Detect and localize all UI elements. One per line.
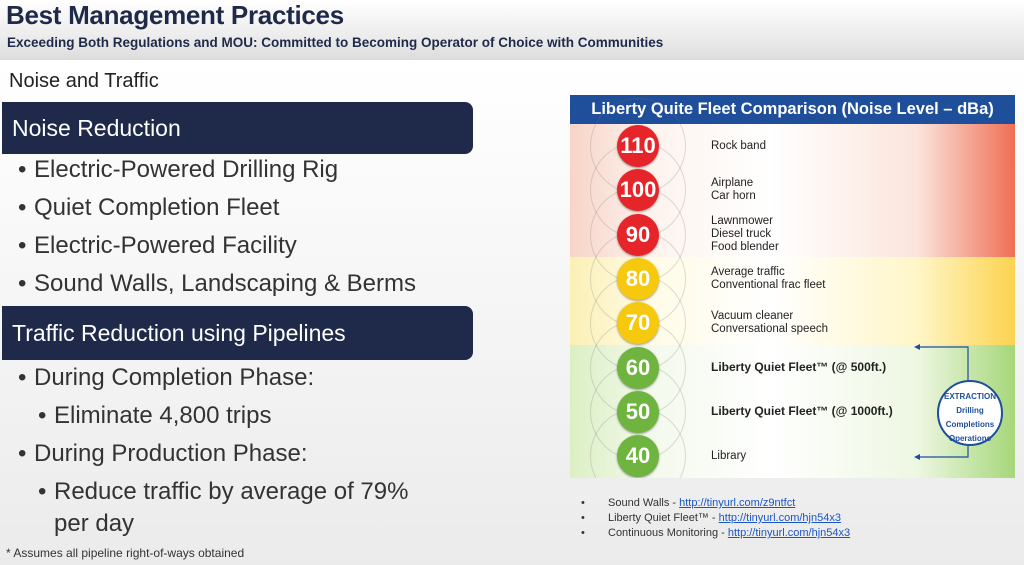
level-40-description: Library [711,450,746,463]
reference-item: • Liberty Quiet Fleet™ - http://tinyurl.c… [581,512,850,527]
level-description-line: Rock band [711,139,766,152]
extraction-logo: EXTRACTION Drilling Completions Operatio… [937,380,1003,446]
level-100-badge: 100 [617,169,659,212]
reference-label: Liberty Quiet Fleet™ - [608,512,719,524]
traffic-reduction-heading: Traffic Reduction using Pipelines [2,306,473,360]
level-80-description: Average traffic Conventional frac fleet [711,266,825,292]
noise-bullet-text: Quiet Completion Fleet [34,194,280,221]
level-60-badge: 60 [617,346,659,389]
reference-item: • Continuous Monitoring - http://tinyurl.… [581,527,850,542]
reference-bullet: • [581,497,585,509]
traffic-bullet: • During Production Phase: [18,440,308,467]
logo-line-operations: Operations [948,434,992,443]
noise-bullet-text: Electric-Powered Facility [34,232,297,259]
noise-reduction-heading: Noise Reduction [2,102,473,154]
level-70-description: Vacuum cleaner Conversational speech [711,310,828,336]
level-description-line: Liberty Quiet Fleet™ (@ 500ft.) [711,360,887,374]
level-110-badge: 110 [617,125,659,167]
traffic-bullet: • During Completion Phase: [18,364,315,391]
traffic-sub-bullet: • Reduce traffic by average of 79% [38,478,409,505]
reference-label: Continuous Monitoring - [608,527,728,539]
level-description-line: Food blender [711,241,779,254]
slide-subtitle: Exceeding Both Regulations and MOU: Comm… [7,35,664,50]
level-description-line: Car horn [711,190,756,203]
level-80-badge: 80 [617,257,659,300]
logo-line-drilling: Drilling [956,406,984,415]
level-90-badge: 90 [617,213,659,256]
noise-bullet-text: Sound Walls, Landscaping & Berms [34,270,416,297]
noise-bullet: • Quiet Completion Fleet [18,194,280,221]
level-description-line: Conversational speech [711,323,828,336]
level-100-description: Airplane Car horn [711,177,756,203]
noise-bullet: • Electric-Powered Drilling Rig [18,156,339,183]
reference-item: • Sound Walls - http://tinyurl.com/z9ntfc… [581,497,850,512]
level-description-line: Diesel truck [711,228,772,241]
level-description-line: Vacuum cleaner [711,310,794,323]
reference-bullet: • [581,512,585,524]
level-description-line: Lawnmower [711,215,773,228]
slide-header: Best Management Practices Exceeding Both… [0,0,1024,60]
logo-brand: EXTRACTION [944,392,996,401]
noise-bullet: • Sound Walls, Landscaping & Berms [18,270,416,297]
traffic-bullet-text: During Production Phase: [34,440,308,467]
reference-bullet: • [581,527,585,539]
slide-title: Best Management Practices [6,0,344,30]
level-70-badge: 70 [617,302,659,345]
level-40-badge: 40 [617,435,659,478]
section-label: Noise and Traffic [9,70,159,92]
bracket-arrows [914,344,969,460]
footnote: * Assumes all pipeline right-of-ways obt… [6,546,245,560]
level-description-line: Average traffic [711,265,785,278]
noise-level-chart: Liberty Quite Fleet Comparison (Noise Le… [570,95,1015,478]
reference-label: Sound Walls - [608,497,680,509]
continuous-monitoring-link[interactable]: http://tinyurl.com/hjn54x3 [727,527,851,539]
traffic-sub-bullet-text: Eliminate 4,800 trips [54,402,272,429]
noise-reduction-heading-text: Noise Reduction [12,114,181,141]
quiet-fleet-link[interactable]: http://tinyurl.com/hjn54x3 [718,512,841,524]
level-90-description: Lawnmower Diesel truck Food blender [711,215,779,254]
level-description-line: Library [711,449,747,462]
level-50-description: Liberty Quiet Fleet™ (@ 1000ft.) [711,405,893,418]
level-description-line: Airplane [711,177,754,190]
level-description-line: Liberty Quiet Fleet™ (@ 1000ft.) [711,404,893,419]
traffic-bullet-text: During Completion Phase: [34,364,315,391]
level-60-description: Liberty Quiet Fleet™ (@ 500ft.) [711,361,886,374]
traffic-reduction-heading-text: Traffic Reduction using Pipelines [12,319,346,346]
noise-bullet-text: Electric-Powered Drilling Rig [34,156,339,183]
sound-walls-link[interactable]: http://tinyurl.com/z9ntfct [679,497,796,509]
logo-line-completions: Completions [945,420,995,429]
level-description-line: Conventional frac fleet [711,278,826,291]
traffic-sub-bullet: • Eliminate 4,800 trips [38,402,272,429]
traffic-sub-bullet-continuation: per day [54,510,135,537]
level-50-badge: 50 [617,390,659,433]
noise-bullet: • Electric-Powered Facility [18,232,297,259]
level-110-description: Rock band [711,140,766,153]
traffic-sub-bullet-text: Reduce traffic by average of 79% [54,478,409,505]
reference-links: • Sound Walls - http://tinyurl.com/z9ntfc… [581,497,850,542]
